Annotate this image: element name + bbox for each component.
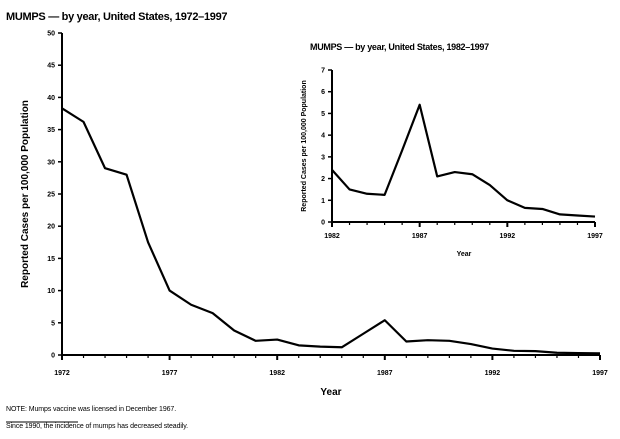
y-tick-label: 7 — [321, 68, 325, 75]
y-tick-label: 50 — [47, 31, 55, 38]
y-tick-label: 1 — [321, 198, 325, 205]
main-y-axis-label: Reported Cases per 100,000 Population — [20, 100, 31, 288]
caption: Since 1990, the incidence of mumps has d… — [6, 423, 189, 430]
inset-x-axis-label: Year — [457, 251, 472, 258]
x-tick-label: 1982 — [324, 233, 340, 240]
y-tick-label: 35 — [47, 127, 55, 134]
x-tick-label: 1992 — [500, 233, 516, 240]
y-tick-label: 20 — [47, 224, 55, 231]
inset-chart-title: MUMPS — by year, United States, 1982–199… — [310, 42, 489, 52]
inset-y-axis-label: Reported Cases per 100,000 Population — [301, 80, 308, 212]
y-tick-label: 2 — [321, 176, 325, 183]
y-tick-label: 10 — [47, 288, 55, 295]
y-tick-label: 40 — [47, 95, 55, 102]
x-tick-label: 1992 — [485, 370, 501, 377]
y-tick-label: 4 — [321, 133, 325, 140]
y-tick-label: 5 — [321, 111, 325, 118]
series-line — [331, 103, 596, 218]
y-tick-label: 45 — [47, 63, 55, 70]
x-tick-label: 1987 — [377, 370, 393, 377]
x-tick-label: 1977 — [162, 370, 178, 377]
x-tick-label: 1987 — [412, 233, 428, 240]
series-line — [61, 107, 601, 355]
y-tick-label: 3 — [321, 154, 325, 161]
y-tick-label: 15 — [47, 256, 55, 263]
vaccine-note: NOTE: Mumps vaccine was licensed in Dece… — [6, 406, 177, 413]
main-x-axis-label: Year — [320, 387, 341, 398]
x-tick-label: 1997 — [587, 233, 603, 240]
x-tick-label: 1982 — [269, 370, 285, 377]
y-tick-label: 30 — [47, 159, 55, 166]
y-tick-label: 25 — [47, 192, 55, 199]
y-tick-label: 5 — [51, 320, 55, 327]
main-chart-title: MUMPS — by year, United States, 1972–199… — [6, 11, 227, 23]
x-tick-label: 1997 — [592, 370, 608, 377]
y-tick-label: 0 — [51, 353, 55, 360]
x-tick-label: 1972 — [54, 370, 70, 377]
y-tick-label: 0 — [321, 220, 325, 227]
y-tick-label: 6 — [321, 89, 325, 96]
